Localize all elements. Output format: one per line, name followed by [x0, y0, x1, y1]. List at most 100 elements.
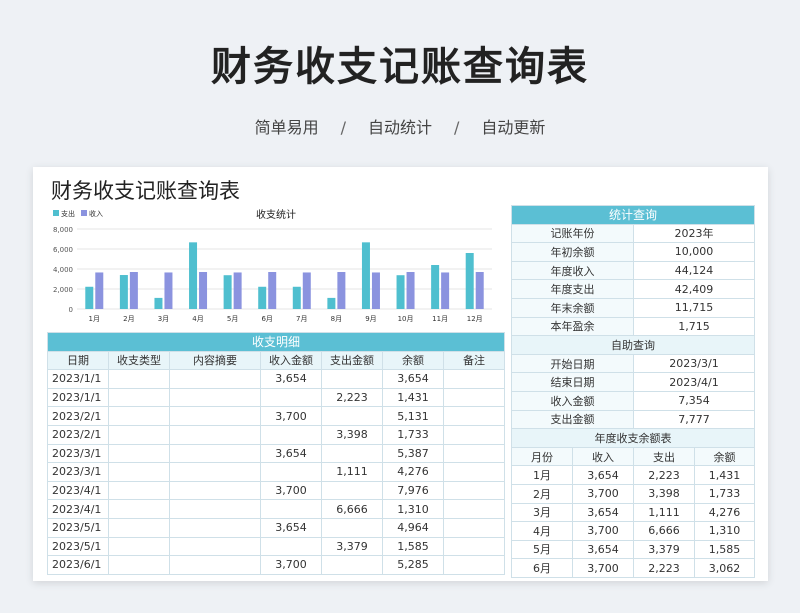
annual-cell: 6,666 [633, 521, 695, 541]
bar-income [95, 272, 104, 309]
annual-title: 年度收支余额表 [510, 428, 756, 448]
query-value: 2023/4/1 [632, 372, 756, 392]
annual-cell: 3,062 [693, 558, 756, 578]
bar-income [268, 272, 277, 309]
annual-cell: 3月 [511, 502, 573, 523]
feature-tags: 简单易用 / 自动统计 / 自动更新 [0, 114, 800, 138]
ledger-header-cell: 收入金额 [260, 350, 322, 371]
ledger-cell: 1,310 [382, 499, 444, 519]
bar-income [302, 272, 311, 309]
ledger-cell: 3,654 [260, 369, 322, 389]
ledger-cell: 5,285 [382, 555, 444, 575]
chart-svg: 0 2,000 4,000 6,000 8,000 收支统计 支出 收入 1月 2月 3月 4月 5月 6… [53, 208, 492, 323]
ledger-row: 2023/2/1 3,398 1,733 [47, 424, 506, 445]
ledger-row: 2023/3/1 3,654 5,387 [47, 443, 506, 464]
ledger-cell [108, 462, 170, 482]
ledger-cell [108, 369, 170, 389]
ledger-cell [321, 406, 383, 426]
ledger-header-cell: 内容摘要 [169, 350, 261, 371]
x-tick-label: 9月 [365, 315, 376, 323]
ledger-cell [260, 462, 322, 482]
annual-cell: 3,654 [572, 465, 634, 485]
ledger-row: 2023/4/1 6,666 1,310 [47, 499, 506, 519]
ledger-cell [169, 480, 261, 501]
ledger-row: 2023/1/1 3,654 3,654 [47, 369, 506, 389]
ledger-cell: 3,654 [382, 369, 444, 389]
bar-expense [85, 286, 94, 309]
stats-body: 记账年份 2023年 年初余额 10,000 年度收入 44,124 年度支出 42,409 年… [511, 223, 756, 337]
query-label: 开始日期 [511, 353, 634, 374]
y-tick-label: 2,000 [53, 286, 73, 294]
stats-value: 2023年 [632, 223, 756, 244]
legend-label: 支出 [61, 209, 75, 218]
annual-cell: 3,654 [572, 502, 634, 523]
annual-cell: 3,398 [633, 483, 695, 504]
ledger-cell: 1,733 [382, 424, 444, 445]
ledger-cell: 5,387 [382, 443, 444, 464]
ledger-cell [442, 406, 506, 426]
bar-expense [431, 265, 440, 309]
ledger-cell [442, 462, 506, 482]
y-tick-label: 6,000 [53, 246, 73, 254]
annual-row: 2月 3,700 3,398 1,733 [511, 483, 756, 504]
spreadsheet-preview: 财务收支记账查询表 0 2,000 4,000 6,000 8,000 收支统计 支出 收入 1… [33, 167, 768, 581]
bar-income [406, 272, 415, 309]
sheet-title: 财务收支记账查询表 [51, 179, 240, 203]
annual-cell: 1,310 [693, 521, 756, 541]
tag-easy: 简单易用 [254, 118, 319, 137]
ledger-cell [169, 443, 261, 464]
tag-auto-stat: 自动统计 [367, 118, 432, 137]
query-label: 结束日期 [511, 372, 634, 392]
query-row: 开始日期 2023/3/1 [511, 353, 756, 374]
annual-row: 1月 3,654 2,223 1,431 [511, 465, 756, 485]
query-value: 2023/3/1 [632, 353, 756, 374]
ledger-cell: 3,700 [260, 480, 322, 501]
ledger-cell [260, 499, 322, 519]
ledger-cell [260, 424, 322, 445]
ledger-cell [169, 499, 261, 519]
query-row: 结束日期 2023/4/1 [511, 372, 756, 392]
ledger-cell: 3,379 [321, 536, 383, 557]
ledger-cell [442, 499, 506, 519]
stats-row: 记账年份 2023年 [511, 223, 756, 244]
ledger-cell [442, 517, 506, 538]
x-tick-label: 3月 [158, 315, 169, 323]
ledger-cell [108, 387, 170, 408]
bar-expense [189, 242, 198, 309]
stats-row: 年末余额 11,715 [511, 297, 756, 318]
ledger-cell [169, 555, 261, 575]
stats-value: 42,409 [632, 279, 756, 299]
annual-row: 3月 3,654 1,111 4,276 [511, 502, 756, 523]
stats-value: 11,715 [632, 297, 756, 318]
ledger-cell: 7,976 [382, 480, 444, 501]
annual-cell: 3,700 [572, 558, 634, 578]
ledger-cell [108, 536, 170, 557]
bar-income [337, 272, 346, 309]
annual-cell: 4,276 [693, 502, 756, 523]
x-tick-label: 8月 [331, 315, 342, 323]
ledger-cell [442, 443, 506, 464]
annual-header-cell: 支出 [633, 446, 695, 467]
ledger-cell: 1,111 [321, 462, 383, 482]
bar-expense [396, 275, 405, 309]
ledger-row: 2023/1/1 2,223 1,431 [47, 387, 506, 408]
query-row: 收入金额 7,354 [511, 390, 756, 411]
annual-cell: 3,654 [572, 539, 634, 560]
ledger-cell [321, 480, 383, 501]
stats-row: 年度收入 44,124 [511, 260, 756, 281]
ledger-cell: 3,654 [260, 443, 322, 464]
ledger-cell [108, 480, 170, 501]
query-label: 收入金额 [511, 390, 634, 411]
ledger-row: 2023/5/1 3,379 1,585 [47, 536, 506, 557]
ledger-cell [442, 387, 506, 408]
ledger-row: 2023/2/1 3,700 5,131 [47, 406, 506, 426]
ledger-cell: 3,700 [260, 555, 322, 575]
ledger-cell: 2023/4/1 [47, 480, 109, 501]
ledger-cell [321, 369, 383, 389]
stats-panel: 统计查询 记账年份 2023年 年初余额 10,000 年度收入 44,124 年度支出 42… [510, 205, 756, 578]
annual-header-cell: 月份 [511, 446, 573, 467]
bar-chart: 0 2,000 4,000 6,000 8,000 收支统计 支出 收入 1月 2月 3月 4月 5月 6… [47, 205, 505, 330]
ledger-cell [260, 536, 322, 557]
annual-body: 1月 3,654 2,223 1,431 2月 3,700 3,398 1,733 3月 3,65… [511, 465, 756, 578]
x-tick-label: 2月 [123, 315, 134, 323]
